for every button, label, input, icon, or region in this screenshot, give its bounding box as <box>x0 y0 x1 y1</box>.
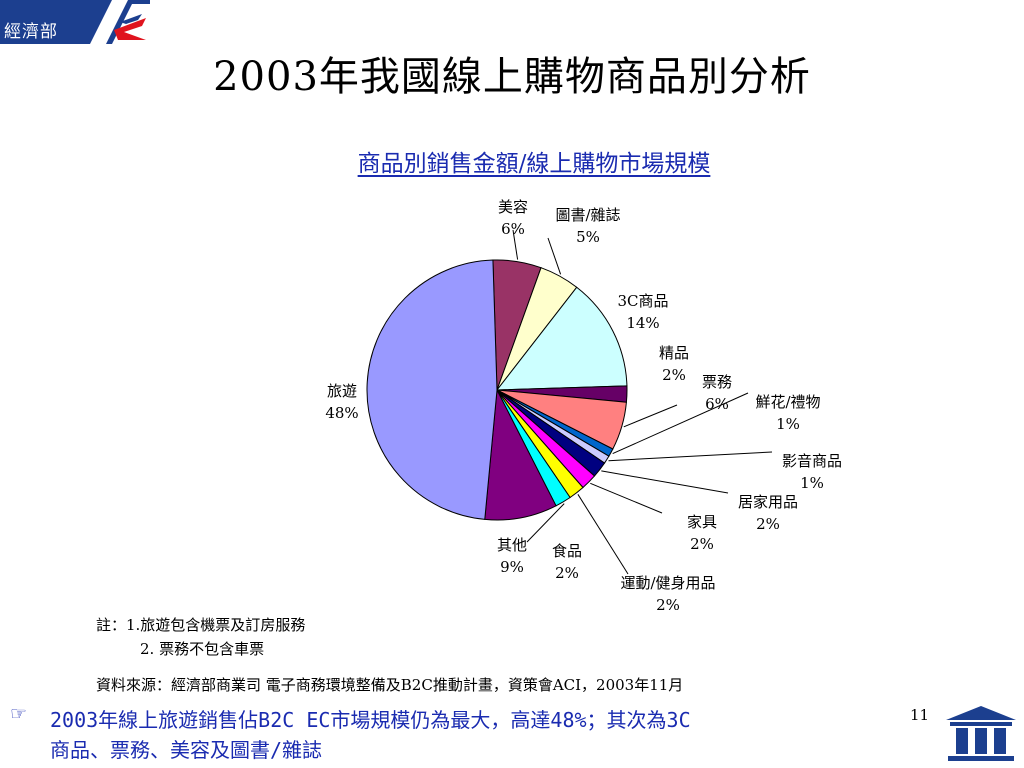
leader-line <box>601 470 729 494</box>
slice-percent: 2% <box>656 596 680 614</box>
leader-line <box>577 494 629 575</box>
note-1: 註：1.旅遊包含機票及訂房服務 <box>96 616 306 634</box>
slice-label: 影音商品 <box>782 452 842 470</box>
slice-label: 居家用品 <box>738 493 798 511</box>
slide-title: 2003年我國線上購物商品別分析 <box>213 54 811 100</box>
slice-percent: 48% <box>325 404 358 422</box>
slice-percent: 2% <box>555 564 579 582</box>
pie-slice <box>495 286 628 391</box>
slice-label: 食品 <box>552 542 582 560</box>
slice-label: 圖書/雜誌 <box>555 206 620 224</box>
leader-line <box>547 237 562 275</box>
slice-label: 3C商品 <box>617 292 668 310</box>
slice-percent: 14% <box>626 314 659 332</box>
leader-line <box>612 392 749 455</box>
iii-logo-icon <box>946 706 1016 761</box>
slice-label: 精品 <box>659 344 689 362</box>
summary-line-2: 商品、票務、美容及圖書/雜誌 <box>50 738 323 762</box>
chart-title: 商品別銷售金額/線上購物市場規模 <box>357 151 711 177</box>
pointing-hand-icon: ☞ <box>10 703 28 725</box>
slice-percent: 6% <box>501 220 525 238</box>
slice-percent: 9% <box>500 558 524 576</box>
slice-percent: 2% <box>662 366 686 384</box>
ministry-emblem-icon <box>80 0 150 44</box>
slice-percent: 1% <box>776 415 800 433</box>
note-2: 2. 票務不包含車票 <box>140 640 265 658</box>
slice-label: 旅遊 <box>327 382 357 400</box>
slice-label: 運動/健身用品 <box>620 574 715 592</box>
org-logo-box: 經濟部 <box>0 0 80 44</box>
slice-percent: 6% <box>705 395 729 413</box>
slice-label: 美容 <box>498 198 528 216</box>
slice-label: 票務 <box>702 373 732 391</box>
leader-line <box>512 229 519 260</box>
pie-slice <box>366 259 498 520</box>
slice-label: 家具 <box>687 513 717 531</box>
leader-line <box>590 482 663 514</box>
leader-line <box>526 503 565 543</box>
slice-label: 鮮花/禮物 <box>755 393 820 411</box>
slice-percent: 5% <box>576 228 600 246</box>
page-number: 11 <box>910 706 930 724</box>
org-name: 經濟部 <box>4 22 58 42</box>
leader-line <box>608 451 773 462</box>
summary-line-1: 2003年線上旅遊銷售佔B2C EC市場規模仍為最大，高達48%；其次為3C <box>50 708 691 732</box>
slice-percent: 1% <box>800 474 824 492</box>
source-note: 資料來源：經濟部商業司 電子商務環境整備及B2C推動計畫，資策會ACI，2003… <box>96 676 684 694</box>
slice-label: 其他 <box>497 536 527 554</box>
slice-percent: 2% <box>690 535 714 553</box>
leader-line <box>623 404 678 428</box>
slice-percent: 2% <box>756 515 780 533</box>
